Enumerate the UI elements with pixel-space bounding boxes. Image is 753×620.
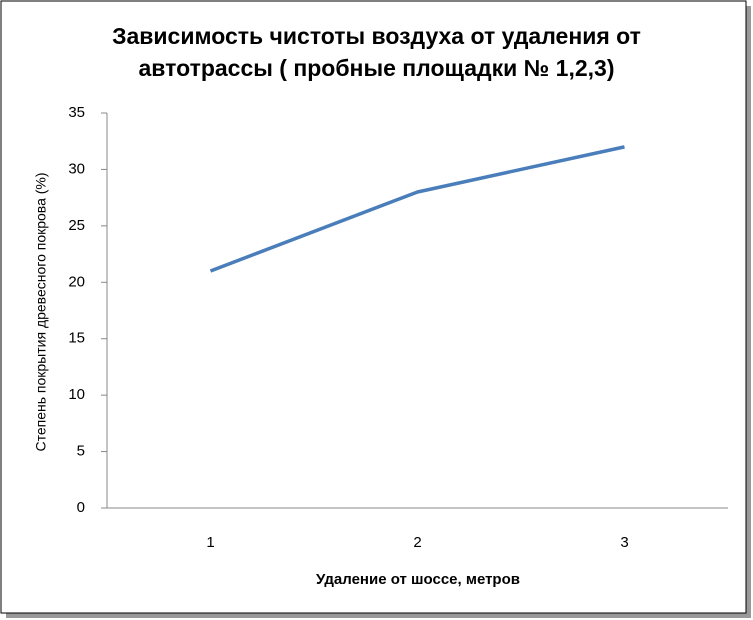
y-tick-label: 10 <box>68 386 85 403</box>
y-tick-label: 0 <box>77 499 85 516</box>
chart-title: Зависимость чистоты воздуха от удаления … <box>112 23 641 81</box>
x-axis-title: Удаление от шоссе, метров <box>316 571 520 588</box>
y-tick-label: 30 <box>68 160 85 177</box>
y-axis-title: Степень покрытия древесного покрова (%) <box>33 172 49 451</box>
y-tick-label: 25 <box>68 217 85 234</box>
y-tick-label: 35 <box>68 104 85 121</box>
x-tick-label: 1 <box>206 534 214 551</box>
y-tick-label: 20 <box>68 273 85 290</box>
y-tick-label: 15 <box>68 330 85 347</box>
data-line <box>209 145 625 273</box>
x-tick-label: 3 <box>620 534 628 551</box>
y-tick-label: 5 <box>77 443 85 460</box>
x-tick-label: 2 <box>413 534 421 551</box>
